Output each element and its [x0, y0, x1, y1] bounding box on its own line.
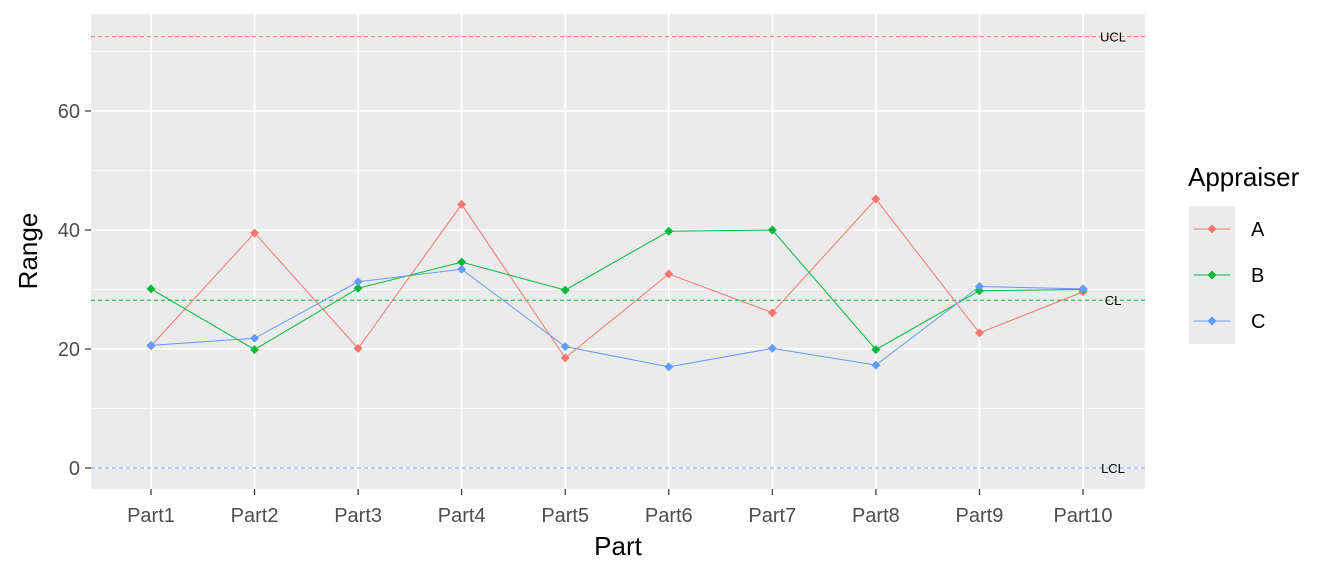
point-a-part6 — [664, 269, 674, 279]
ref-label-lcl: LCL — [1101, 461, 1125, 476]
x-tick-label-part1: Part1 — [127, 505, 175, 527]
plot-panel — [91, 14, 1145, 489]
series-line-c — [150, 268, 1084, 368]
legend-label-a: A — [1251, 219, 1265, 241]
y-tick-label: 0 — [69, 458, 80, 480]
point-b-part2 — [250, 345, 260, 355]
legend-key-point-c — [1207, 316, 1217, 326]
minor-gridlines — [91, 51, 1145, 409]
point-c-part2 — [250, 333, 260, 343]
legend-key-point-b — [1207, 270, 1217, 280]
x-tick-label-part8: Part8 — [852, 505, 900, 527]
point-b-part4 — [457, 257, 467, 267]
point-b-part6 — [664, 226, 674, 236]
series-line-a — [150, 198, 1084, 359]
y-tick-label: 20 — [58, 339, 80, 361]
x-tick-label-part9: Part9 — [956, 505, 1004, 527]
series-points — [146, 194, 1088, 372]
x-axis-title: Part — [594, 531, 642, 561]
point-c-part5 — [560, 342, 570, 352]
series-lines — [150, 198, 1084, 368]
point-c-part4 — [457, 264, 467, 274]
point-b-part7 — [767, 225, 777, 235]
y-axis: 0 20 40 60 — [58, 101, 91, 480]
point-b-part8 — [871, 345, 881, 355]
x-tick-label-part7: Part7 — [748, 505, 796, 527]
legend: Appraiser A B C — [1188, 162, 1300, 344]
reference-lines — [91, 36, 1145, 469]
y-axis-title: Range — [13, 213, 43, 290]
reference-labels: UCL CL LCL — [1100, 30, 1126, 476]
point-b-part3 — [353, 283, 363, 293]
point-c-part9 — [974, 282, 984, 292]
x-tick-label-part6: Part6 — [645, 505, 693, 527]
point-a-part3 — [353, 343, 363, 353]
point-c-part1 — [146, 340, 156, 350]
x-tick-label-part4: Part4 — [438, 505, 486, 527]
x-tick-label-part5: Part5 — [541, 505, 589, 527]
point-c-part3 — [353, 277, 363, 287]
point-a-part9 — [974, 328, 984, 338]
legend-title: Appraiser — [1188, 162, 1300, 192]
point-a-part4 — [457, 199, 467, 209]
point-b-part5 — [560, 285, 570, 295]
x-tick-label-part3: Part3 — [334, 505, 382, 527]
point-a-part5 — [560, 353, 570, 363]
y-tick-label: 40 — [58, 220, 80, 242]
point-c-part10 — [1078, 284, 1088, 294]
ref-label-cl: CL — [1105, 293, 1122, 308]
x-tick-label-part2: Part2 — [231, 505, 279, 527]
ref-label-ucl: UCL — [1100, 30, 1126, 45]
series-line-b — [150, 229, 1084, 351]
point-c-part7 — [767, 343, 777, 353]
point-a-part8 — [871, 194, 881, 204]
legend-key-point-a — [1207, 224, 1217, 234]
legend-label-b: B — [1251, 265, 1264, 287]
point-a-part2 — [250, 228, 260, 238]
y-tick-label: 60 — [58, 101, 80, 123]
point-b-part1 — [146, 284, 156, 294]
point-c-part6 — [664, 362, 674, 372]
x-tick-label-part10: Part10 — [1054, 505, 1113, 527]
point-a-part7 — [767, 308, 777, 318]
legend-label-c: C — [1251, 311, 1265, 333]
point-c-part8 — [871, 360, 881, 370]
x-axis: Part1 Part2 Part3 Part4 Part5 Part6 Part7 Part8… — [127, 489, 1112, 527]
